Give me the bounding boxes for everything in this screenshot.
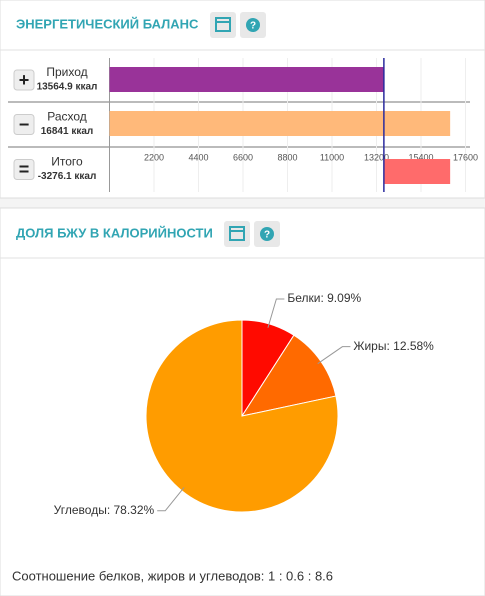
bar <box>109 67 384 92</box>
calendar-button[interactable] <box>224 221 250 247</box>
row-label: Итого <box>51 155 83 169</box>
panel-title: ЭНЕРГЕТИЧЕСКИЙ БАЛАНС <box>16 16 199 31</box>
symbol-button <box>13 159 35 180</box>
row-symbol: + <box>19 70 30 90</box>
x-tick-label: 6600 <box>233 152 253 162</box>
row-value: -3276.1 ккал <box>38 171 97 182</box>
x-tick-label: 17600 <box>453 152 478 162</box>
row-symbol: − <box>19 114 30 134</box>
symbol-button <box>13 69 35 91</box>
row-label: Приход <box>46 65 87 79</box>
help-button[interactable]: ? <box>254 221 280 247</box>
row-symbol: = <box>19 159 30 179</box>
x-tick-label: 13200 <box>364 152 389 162</box>
leader-line <box>317 346 351 365</box>
row-label: Расход <box>47 110 87 124</box>
x-tick-label: 15400 <box>408 152 433 162</box>
symbol-button <box>13 114 35 135</box>
ratio-note: Соотношение белков, жиров и углеводов: 1… <box>12 568 333 583</box>
slice-label: Жиры: 12.58% <box>353 339 434 353</box>
help-button[interactable]: ? <box>240 12 266 38</box>
x-tick-label: 2200 <box>144 152 164 162</box>
x-tick-label: 11000 <box>320 152 344 162</box>
bar <box>383 159 451 184</box>
svg-text:?: ? <box>250 21 256 32</box>
leader-line <box>157 487 185 512</box>
calendar-button[interactable] <box>210 12 236 38</box>
x-tick-label: 4400 <box>188 152 208 162</box>
row-value: 13564.9 ккал <box>37 82 98 93</box>
svg-text:?: ? <box>264 230 270 241</box>
leader-line <box>267 298 285 328</box>
slice-label: Углеводы: 78.32% <box>54 503 155 517</box>
row-value: 16841 ккал <box>41 126 94 137</box>
panel-title: ДОЛЯ БЖУ В КАЛОРИЙНОСТИ <box>16 225 213 240</box>
bar <box>109 111 451 136</box>
slice-label: Белки: 9.09% <box>287 291 361 305</box>
x-tick-label: 8800 <box>277 152 297 162</box>
